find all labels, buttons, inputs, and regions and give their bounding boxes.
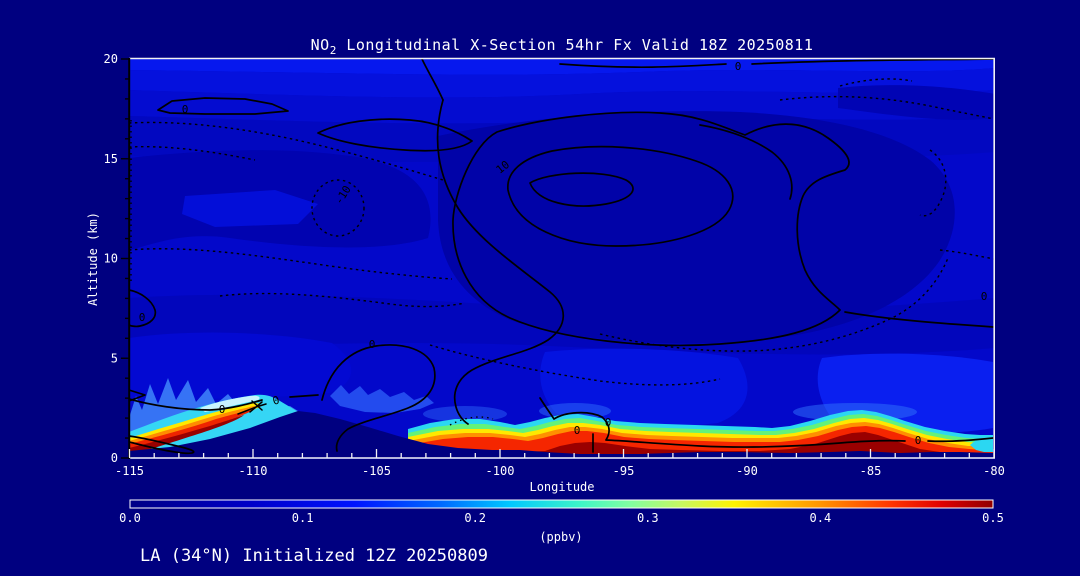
contour-line-label: 0 <box>981 290 988 303</box>
colorbar-tick-label: 0.0 <box>119 511 141 525</box>
title-prefix: NO <box>311 36 330 54</box>
x-axis-label: Longitude <box>529 480 594 494</box>
contour-line-label: 0 <box>915 434 922 447</box>
contour-line-label: 0 <box>182 103 189 116</box>
colorbar-units-label: (ppbv) <box>539 530 582 544</box>
ticks-layer: -115 -110 -105 -100 -95 -90 -85 -80 0 5 10 15 20 <box>104 52 1005 478</box>
colorbar-tick-label: 0.5 <box>982 511 1004 525</box>
surface-plume-band <box>408 410 993 458</box>
y-axis-label: Altitude (km) <box>86 212 100 306</box>
y-tick-label: 5 <box>111 351 118 365</box>
colorbar-tick-label: 0.4 <box>810 511 832 525</box>
y-tick-label: 20 <box>104 52 118 66</box>
x-tick-label: -115 <box>115 464 144 478</box>
x-tick-label: -110 <box>239 464 268 478</box>
x-tick-label: -85 <box>860 464 882 478</box>
colorbar-tick-label: 0.3 <box>637 511 659 525</box>
plume-haze <box>330 385 917 422</box>
terrain-silhouette <box>129 411 994 458</box>
contour-line-label: 0 <box>271 393 281 407</box>
contour-line-label: 0 <box>574 424 581 437</box>
y-tick-label: 0 <box>111 451 118 465</box>
contour-lines-solid <box>129 58 995 455</box>
contour-line-label: 0 <box>369 338 376 351</box>
title-subscript: 2 <box>330 44 337 57</box>
contour-line-label: 0 <box>139 311 146 324</box>
contour-line-label: 0 <box>219 403 226 416</box>
x-tick-label: -80 <box>983 464 1005 478</box>
colorbar-gradient <box>129 499 994 509</box>
x-tick-label: -90 <box>736 464 758 478</box>
colorbar: 0.0 0.1 0.2 0.3 0.4 0.5 (ppbv) <box>119 499 1004 544</box>
colorbar-tick-labels: 0.0 0.1 0.2 0.3 0.4 0.5 <box>119 511 1004 525</box>
contour-line-label: 0 <box>735 60 742 73</box>
chart-title: NO2 Longitudinal X-Section 54hr Fx Valid… <box>311 36 814 57</box>
contour-line-label: 10 <box>494 158 512 176</box>
colorbar-tick-label: 0.2 <box>464 511 486 525</box>
x-tick-label: -105 <box>362 464 391 478</box>
x-tick-label: -95 <box>613 464 635 478</box>
y-tick-label: 15 <box>104 152 118 166</box>
title-rest: Longitudinal X-Section 54hr Fx Valid 18Z… <box>337 36 814 54</box>
contour-lines-dashed <box>129 78 995 426</box>
x-tick-label: -100 <box>486 464 515 478</box>
run-annotation: LA (34°N) Initialized 12Z 20250809 <box>140 546 488 566</box>
y-tick-label: 10 <box>104 252 118 266</box>
plot-frame <box>128 57 996 459</box>
contour-line-label: 0 <box>605 416 612 429</box>
field-bands <box>129 59 995 434</box>
colorbar-tick-label: 0.1 <box>292 511 314 525</box>
